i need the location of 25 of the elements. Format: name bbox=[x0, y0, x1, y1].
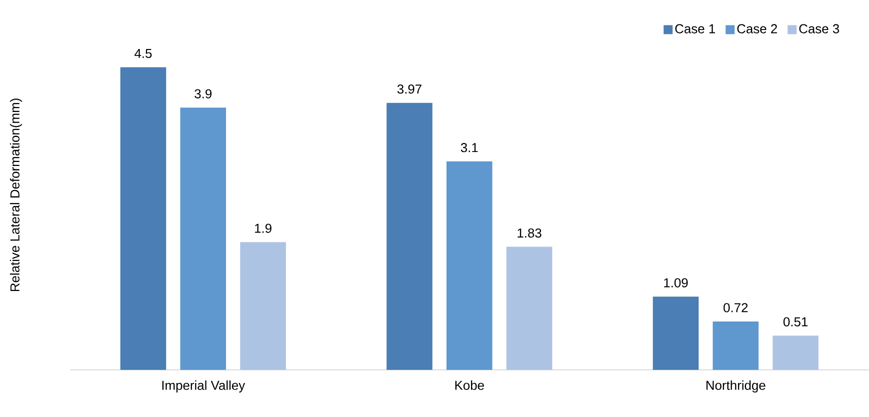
x-tick-label: Imperial Valley bbox=[162, 380, 246, 393]
data-label: 4.5 bbox=[134, 49, 152, 58]
data-label: 0.51 bbox=[783, 317, 808, 326]
bar bbox=[180, 108, 226, 370]
data-label: 3.97 bbox=[397, 84, 422, 94]
data-label: 0.72 bbox=[724, 303, 748, 312]
legend-label: Case 1 bbox=[675, 24, 715, 34]
bar bbox=[240, 242, 286, 370]
bar bbox=[506, 246, 552, 370]
bar bbox=[712, 322, 759, 370]
bar bbox=[386, 102, 432, 370]
data-label: 1.09 bbox=[664, 278, 688, 288]
y-axis-title: Relative Lateral Deformation(mm) bbox=[10, 98, 22, 292]
data-label: 3.9 bbox=[194, 89, 212, 98]
bar bbox=[652, 296, 699, 370]
data-label: 3.1 bbox=[460, 143, 478, 152]
bar bbox=[772, 336, 818, 370]
x-tick-label: Kobe bbox=[455, 380, 484, 390]
data-label: 1.83 bbox=[518, 228, 542, 238]
legend-label: Case 2 bbox=[737, 24, 777, 34]
x-tick-label: Northridge bbox=[706, 380, 766, 393]
bar bbox=[120, 67, 166, 370]
legend-label: Case 3 bbox=[799, 24, 840, 34]
bar bbox=[446, 161, 492, 370]
data-label: 1.9 bbox=[255, 224, 272, 233]
